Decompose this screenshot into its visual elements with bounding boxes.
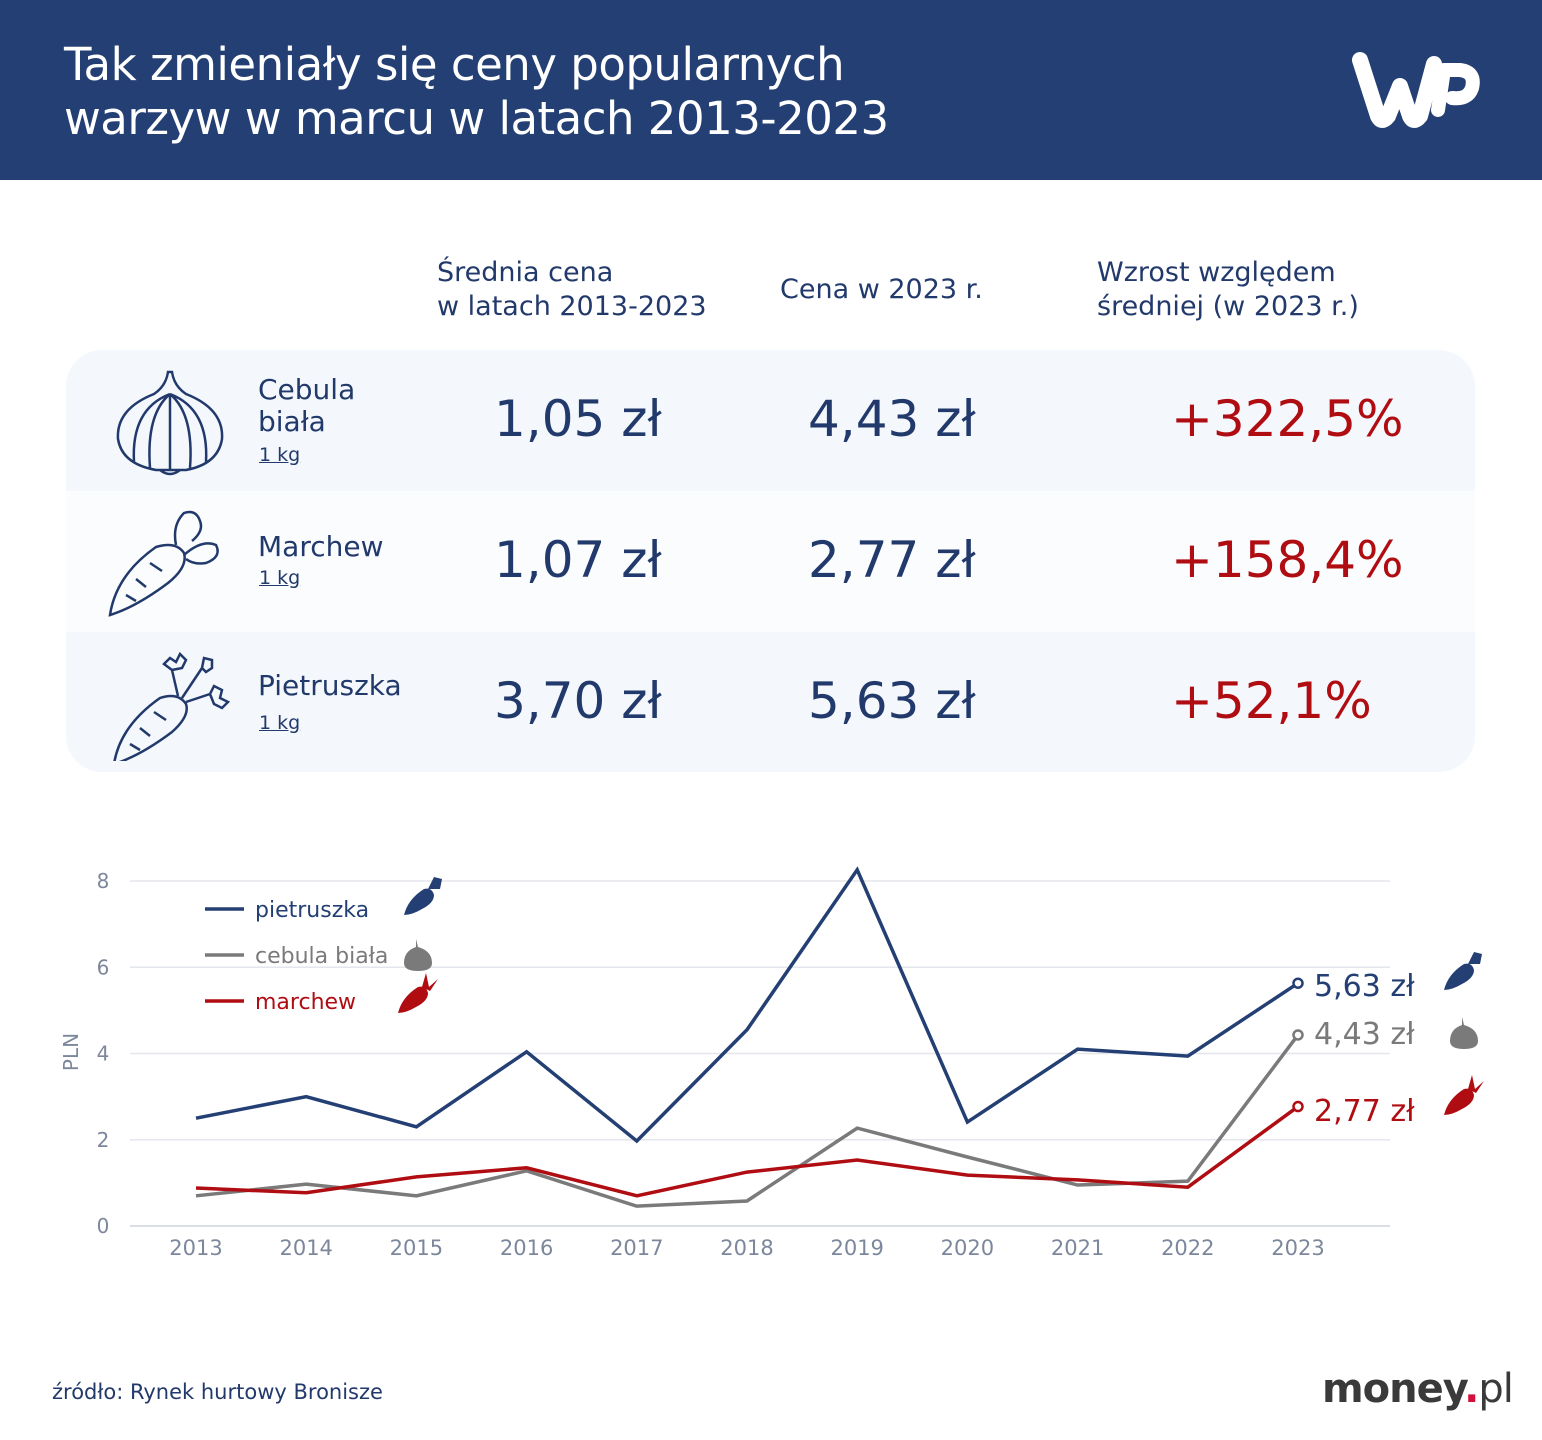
end-point [1292, 1029, 1304, 1041]
y-tick-label: 4 [97, 1042, 110, 1066]
legend-label: cebula biała [255, 944, 388, 969]
y-axis-label: PLN [59, 1033, 83, 1071]
average-price: 1,07 zł [494, 531, 662, 589]
end-point [1292, 1100, 1304, 1113]
carrot-icon [398, 973, 438, 1013]
average-price: 3,70 zł [494, 672, 662, 730]
y-tick-label: 2 [97, 1128, 110, 1152]
source-note: źródło: Rynek hurtowy Bronisze [52, 1380, 383, 1404]
parsley-icon [1444, 952, 1482, 990]
carrot-icon [108, 510, 219, 617]
legend-label: pietruszka [255, 898, 369, 923]
series-line-pietruszka [195, 866, 1299, 1144]
header: Tak zmieniały się ceny popularnych warzy… [0, 0, 1542, 180]
x-tick-label: 2019 [830, 1236, 883, 1260]
end-value-label: 2,77 zł [1314, 1094, 1415, 1129]
unit-label: 1 kg [259, 712, 301, 734]
parsley-root-icon [113, 651, 231, 761]
table-row-cebula: Cebula biała 1 kg 1,05 zł 4,43 zł +322,5… [66, 350, 1475, 491]
growth-percent: +52,1% [1171, 672, 1372, 730]
vegetable-name: Cebula biała [258, 373, 356, 438]
y-tick-label: 0 [97, 1214, 110, 1238]
carrot-icon [1444, 1075, 1484, 1115]
y-tick-label: 6 [97, 955, 110, 979]
end-value-label: 5,63 zł [1314, 969, 1415, 1004]
onion-icon [1450, 1017, 1478, 1049]
x-tick-label: 2023 [1271, 1236, 1324, 1260]
price-2023: 5,63 zł [808, 672, 976, 730]
end-point [1292, 977, 1304, 989]
series-line-cebula-biała [195, 1033, 1300, 1208]
y-tick-label: 8 [97, 869, 110, 893]
onion-icon [404, 939, 432, 971]
parsley-icon [404, 877, 442, 915]
unit-label: 1 kg [259, 567, 301, 589]
column-header-price-2023: Cena w 2023 r. [780, 274, 983, 305]
price-line-chart: 0 2 4 6 8 2013 2014 2015 2016 2017 2018 2019 2020 202… [59, 866, 1484, 1260]
x-tick-label: 2021 [1051, 1236, 1104, 1260]
series-line-marchew [195, 1105, 1300, 1198]
growth-percent: +158,4% [1171, 531, 1404, 589]
average-price: 1,05 zł [494, 390, 662, 448]
x-tick-label: 2018 [720, 1236, 773, 1260]
vegetable-name: Pietruszka [258, 669, 402, 702]
price-2023: 4,43 zł [808, 390, 976, 448]
x-tick-label: 2017 [610, 1236, 663, 1260]
column-header-growth: Wzrost względem średniej (w 2023 r.) [1097, 257, 1359, 322]
price-2023: 2,77 zł [808, 531, 976, 589]
x-tick-label: 2013 [169, 1236, 222, 1260]
unit-label: 1 kg [259, 444, 301, 466]
growth-percent: +322,5% [1171, 390, 1404, 448]
page-title: Tak zmieniały się ceny popularnych warzy… [64, 38, 889, 145]
vegetable-name: Marchew [258, 530, 384, 563]
end-value-label: 4,43 zł [1314, 1017, 1415, 1052]
legend-label: marchew [255, 990, 356, 1015]
money-pl-logo: money.pl [1322, 1366, 1514, 1412]
x-tick-label: 2015 [390, 1236, 443, 1260]
onion-icon [116, 370, 224, 476]
x-tick-label: 2020 [941, 1236, 994, 1260]
wp-logo [1352, 52, 1480, 128]
x-tick-label: 2022 [1161, 1236, 1214, 1260]
table-row-pietruszka: Pietruszka 1 kg 3,70 zł 5,63 zł +52,1% [66, 632, 1475, 772]
x-tick-label: 2014 [279, 1236, 332, 1260]
price-table: Cebula biała 1 kg 1,05 zł 4,43 zł +322,5… [66, 350, 1475, 772]
table-row-marchew: Marchew 1 kg 1,07 zł 2,77 zł +158,4% [66, 491, 1475, 632]
column-header-average: Średnia cena w latach 2013-2023 [437, 257, 707, 322]
x-tick-label: 2016 [500, 1236, 553, 1260]
